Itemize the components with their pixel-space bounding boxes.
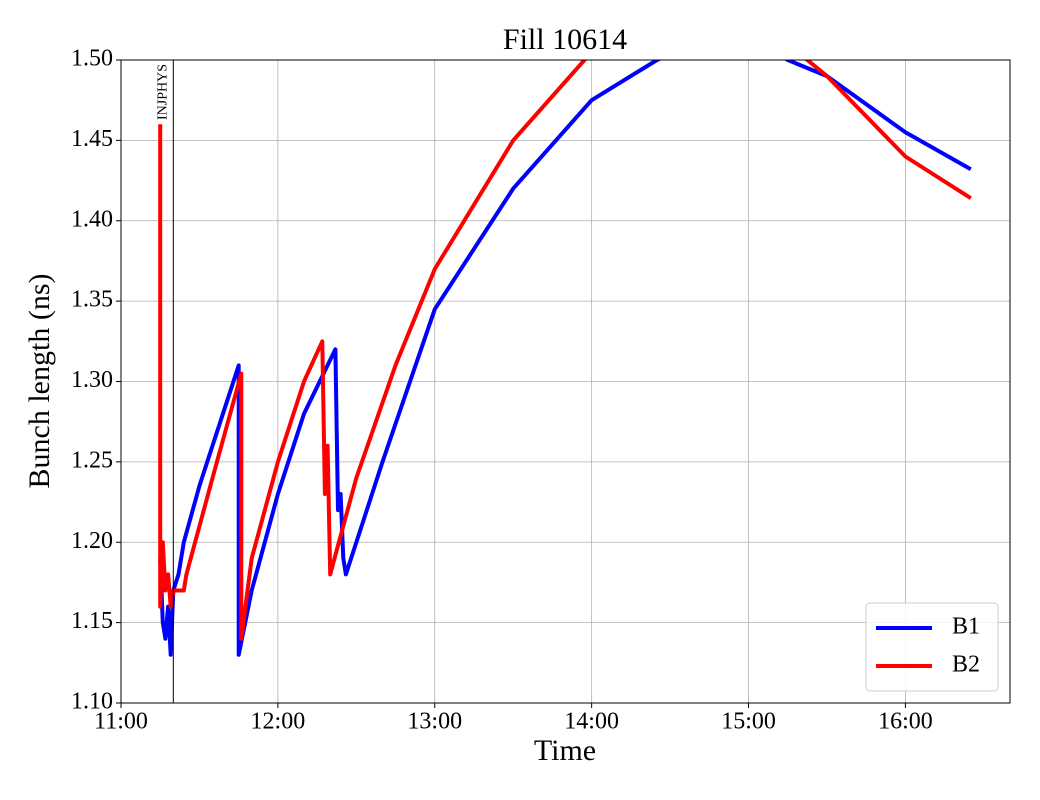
x-tick-label: 12:00 — [251, 709, 306, 735]
y-tick-label: 1.30 — [71, 367, 113, 393]
x-tick-label: 16:00 — [878, 709, 933, 735]
x-tick-label: 15:00 — [721, 709, 776, 735]
legend-label: B2 — [952, 652, 980, 678]
y-tick-label: 1.50 — [71, 46, 113, 72]
data-line — [158, 60, 972, 641]
x-axis-label: Time — [534, 734, 596, 767]
y-tick-label: 1.15 — [71, 608, 113, 634]
data-line — [158, 60, 972, 657]
lines — [158, 60, 972, 657]
y-tick-label: 1.40 — [71, 206, 113, 232]
x-tick-label: 11:00 — [94, 709, 148, 735]
x-tick-label: 14:00 — [564, 709, 619, 735]
y-tick-label: 1.10 — [71, 689, 113, 715]
y-tick-label: 1.45 — [71, 126, 113, 152]
y-axis-label: Bunch length (ns) — [23, 274, 56, 489]
annotation-text: INJPHYS — [156, 64, 171, 120]
x-tick-label: 13:00 — [407, 709, 462, 735]
legend-box — [865, 602, 999, 692]
y-tick-label: 1.20 — [71, 528, 113, 554]
y-tick-label: 1.35 — [71, 287, 113, 313]
chart-title: Fill 10614 — [503, 23, 627, 56]
legend-label: B1 — [952, 614, 980, 640]
y-tick-label: 1.25 — [71, 447, 113, 473]
